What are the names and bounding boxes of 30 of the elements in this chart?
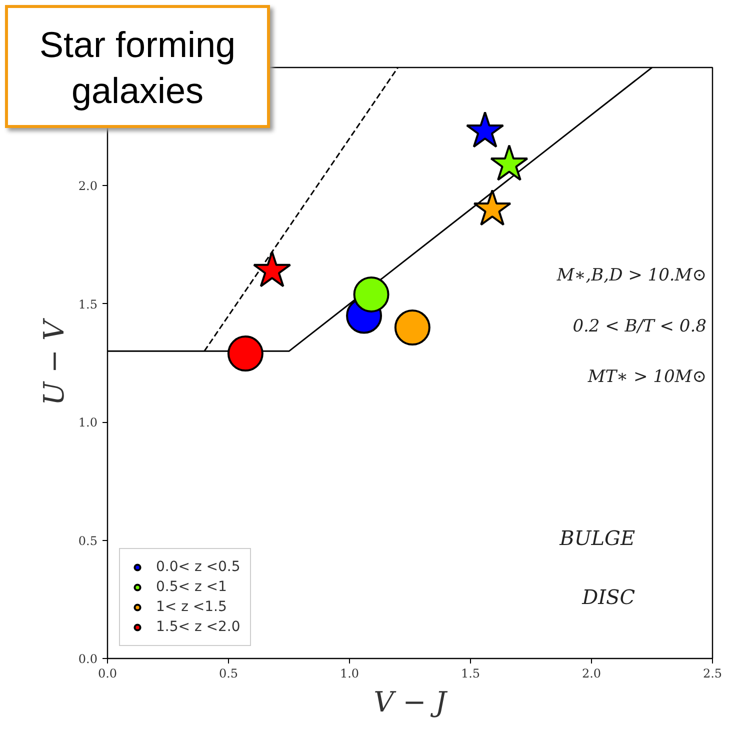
x-tick-label: 2.0 [582, 666, 602, 680]
annotation: 0.2 < B/T < 0.8 [572, 316, 707, 336]
point [227, 336, 264, 372]
x-tick-label: 1.0 [340, 666, 360, 680]
x-axis-title: V − J [374, 686, 448, 718]
annotation: M∗,B,D > 10.M⊙ [556, 266, 706, 286]
point [473, 189, 512, 226]
legend-label: 1.5< z <2.0 [156, 619, 240, 635]
legend-label: 1< z <1.5 [156, 599, 227, 615]
x-tick-label: 2.5 [702, 666, 722, 680]
y-axis-title: U − V [37, 318, 70, 406]
point [252, 250, 292, 288]
chart-title: Star forming galaxies [39, 23, 236, 113]
legend-label: 0.5< z <1 [156, 579, 227, 595]
x-tick-label: 1.5 [460, 666, 480, 680]
x-tick-label: 0.5 [218, 666, 238, 680]
annotation: MT∗ > 10M⊙ [586, 367, 706, 388]
point [353, 276, 390, 312]
annotation: DISC [581, 585, 636, 610]
y-tick-label: 0.0 [78, 652, 98, 666]
point [394, 310, 430, 346]
x-tick-label: 0.0 [98, 666, 118, 680]
point [466, 111, 504, 148]
legend-label: 0.0< z <0.5 [156, 559, 240, 575]
y-tick-label: 1.5 [78, 297, 98, 312]
annotation: BULGE [558, 526, 636, 550]
y-tick-label: 0.5 [78, 534, 98, 548]
point [490, 144, 528, 181]
y-tick-label: 1.0 [78, 416, 98, 430]
y-tick-label: 2.0 [78, 179, 98, 194]
